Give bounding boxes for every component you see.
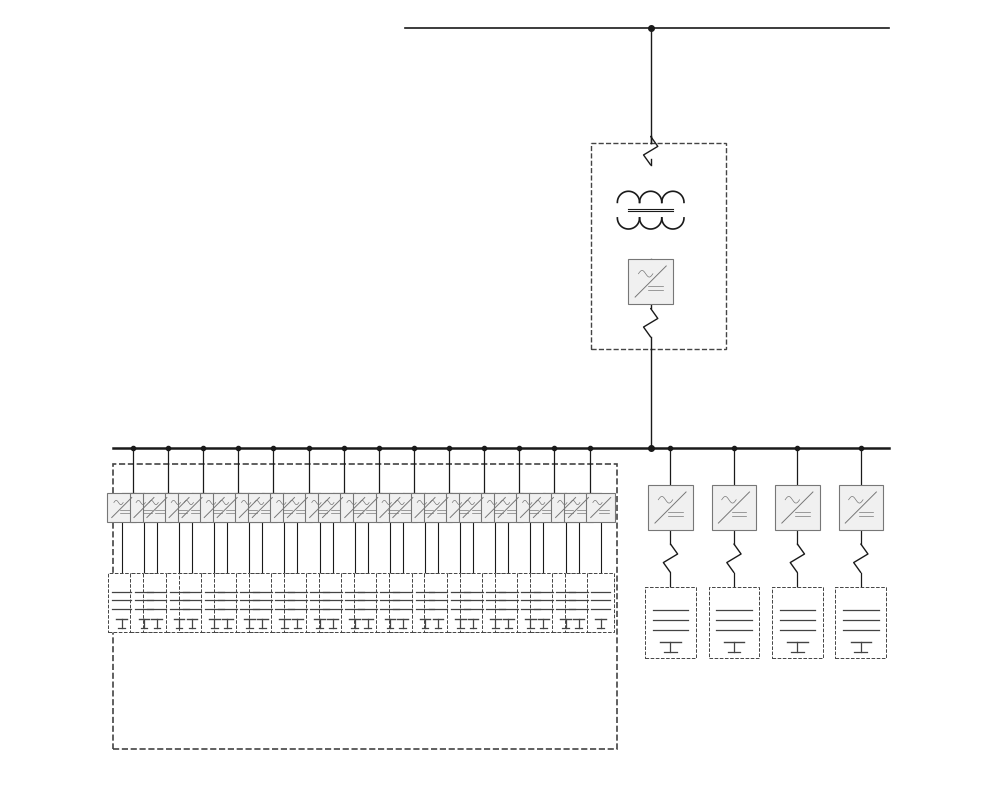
Bar xyxy=(165,493,193,522)
Bar xyxy=(481,493,510,522)
Bar xyxy=(772,587,823,658)
Bar xyxy=(424,573,451,633)
Bar xyxy=(648,485,693,530)
Bar xyxy=(424,493,452,522)
Bar xyxy=(201,573,228,633)
Bar xyxy=(839,485,883,530)
Bar xyxy=(213,493,241,522)
Bar xyxy=(389,573,416,633)
Bar xyxy=(143,493,171,522)
Bar xyxy=(271,573,298,633)
Bar xyxy=(130,493,158,522)
Bar xyxy=(516,493,545,522)
Bar xyxy=(284,573,311,633)
Bar xyxy=(248,493,277,522)
Bar xyxy=(551,493,580,522)
Bar xyxy=(446,493,474,522)
Bar xyxy=(305,493,334,522)
Bar xyxy=(341,573,368,633)
Bar xyxy=(411,493,439,522)
Bar xyxy=(179,573,205,633)
Bar xyxy=(586,493,615,522)
Bar xyxy=(113,464,617,749)
Bar xyxy=(318,493,347,522)
Bar xyxy=(628,259,673,304)
Bar xyxy=(270,493,299,522)
Bar xyxy=(447,573,474,633)
Bar xyxy=(495,573,522,633)
Bar xyxy=(412,573,439,633)
Bar xyxy=(200,493,228,522)
Bar xyxy=(353,493,382,522)
Bar xyxy=(107,493,136,522)
Bar xyxy=(459,493,487,522)
Bar xyxy=(775,485,820,530)
Bar xyxy=(354,573,381,633)
Bar xyxy=(482,573,509,633)
Bar xyxy=(565,573,592,633)
Bar xyxy=(214,573,241,633)
Bar xyxy=(108,573,135,633)
Bar xyxy=(236,573,263,633)
Bar xyxy=(517,573,544,633)
Bar xyxy=(166,573,193,633)
Bar xyxy=(340,493,369,522)
Bar xyxy=(389,493,417,522)
Bar xyxy=(235,493,264,522)
Bar xyxy=(376,573,403,633)
Bar xyxy=(306,573,333,633)
Bar xyxy=(376,493,404,522)
Bar xyxy=(529,493,558,522)
Bar xyxy=(460,573,487,633)
Bar xyxy=(552,573,579,633)
Bar xyxy=(130,573,157,633)
Bar xyxy=(564,493,593,522)
Bar xyxy=(587,573,614,633)
Bar xyxy=(143,573,170,633)
Bar xyxy=(530,573,557,633)
Bar xyxy=(319,573,346,633)
Bar xyxy=(709,587,759,658)
Bar xyxy=(283,493,312,522)
Bar xyxy=(712,485,756,530)
Bar xyxy=(591,143,726,349)
Bar xyxy=(645,587,696,658)
Bar xyxy=(249,573,276,633)
Bar xyxy=(494,493,523,522)
Bar xyxy=(178,493,206,522)
Bar xyxy=(835,587,886,658)
